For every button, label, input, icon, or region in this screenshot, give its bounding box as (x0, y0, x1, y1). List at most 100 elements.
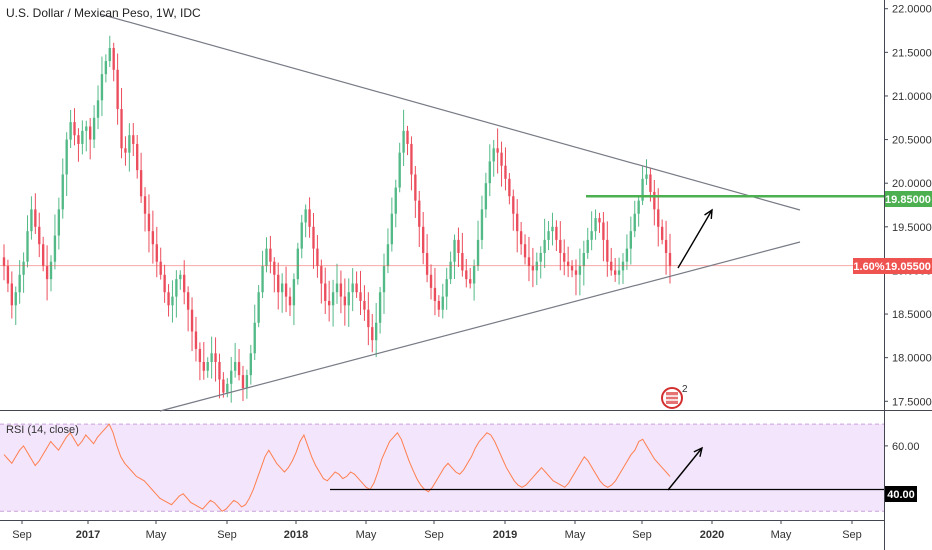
candle[interactable] (637, 196, 640, 227)
candle[interactable] (53, 214, 57, 270)
candle[interactable] (198, 342, 202, 381)
candle[interactable] (445, 267, 448, 310)
candle[interactable] (418, 190, 421, 248)
candle[interactable] (14, 286, 17, 326)
candle[interactable] (288, 287, 292, 316)
candle[interactable] (136, 134, 139, 179)
candle[interactable] (241, 365, 245, 402)
candle[interactable] (300, 214, 303, 259)
rsi-up-arrow[interactable] (667, 446, 704, 491)
candle[interactable] (461, 232, 464, 277)
candle[interactable] (85, 120, 88, 152)
candle[interactable] (10, 271, 14, 319)
candle[interactable] (437, 295, 441, 317)
candle[interactable] (559, 221, 562, 271)
candle[interactable] (324, 267, 327, 315)
candle[interactable] (245, 369, 249, 399)
candle[interactable] (355, 271, 358, 298)
candle[interactable] (476, 220, 480, 271)
candle[interactable] (472, 259, 476, 301)
candle[interactable] (292, 273, 296, 326)
candle[interactable] (488, 144, 491, 197)
candle[interactable] (351, 268, 354, 312)
candle[interactable] (508, 172, 511, 205)
candle[interactable] (159, 247, 162, 280)
candle[interactable] (539, 246, 542, 279)
candle[interactable] (155, 226, 158, 278)
rsi-line[interactable] (3, 423, 671, 512)
candle[interactable] (378, 286, 382, 334)
candle[interactable] (222, 372, 225, 398)
candle[interactable] (606, 221, 609, 277)
candle[interactable] (147, 194, 151, 253)
lower-trendline[interactable] (159, 241, 801, 412)
candle[interactable] (613, 257, 617, 282)
candle[interactable] (26, 215, 29, 268)
candle[interactable] (414, 166, 417, 218)
candle[interactable] (425, 234, 429, 283)
candle[interactable] (61, 158, 64, 219)
candle[interactable] (629, 216, 632, 265)
candle[interactable] (543, 218, 546, 268)
candle[interactable] (69, 109, 72, 148)
candle[interactable] (183, 260, 186, 305)
candle[interactable] (555, 220, 558, 252)
candle[interactable] (96, 85, 100, 130)
candle[interactable] (469, 267, 472, 289)
candle[interactable] (343, 278, 347, 326)
candle[interactable] (394, 179, 397, 228)
candle[interactable] (320, 259, 323, 304)
candle[interactable] (645, 159, 648, 185)
candle[interactable] (657, 188, 660, 247)
candle[interactable] (257, 285, 260, 328)
candle[interactable] (312, 213, 315, 269)
candle[interactable] (367, 292, 370, 346)
candle[interactable] (523, 234, 527, 265)
candle[interactable] (261, 250, 264, 299)
candle[interactable] (570, 260, 574, 278)
candle[interactable] (375, 303, 378, 358)
candle[interactable] (598, 212, 601, 233)
candle[interactable] (382, 253, 386, 314)
candle[interactable] (100, 56, 104, 117)
candle[interactable] (226, 378, 229, 398)
candle[interactable] (230, 357, 233, 403)
candle[interactable] (284, 266, 288, 313)
candle[interactable] (422, 211, 425, 265)
candle[interactable] (492, 139, 495, 177)
candle[interactable] (108, 35, 111, 67)
candle[interactable] (602, 212, 605, 262)
candle[interactable] (480, 195, 484, 250)
candle[interactable] (139, 152, 143, 203)
candle[interactable] (359, 270, 362, 316)
candle[interactable] (668, 233, 672, 284)
candle[interactable] (253, 304, 256, 361)
candle[interactable] (210, 336, 213, 379)
candle[interactable] (402, 109, 405, 166)
candle[interactable] (617, 257, 621, 285)
candle[interactable] (363, 285, 366, 321)
candle[interactable] (316, 235, 319, 278)
candle[interactable] (151, 210, 155, 264)
candle[interactable] (104, 54, 108, 83)
candle[interactable] (504, 147, 507, 191)
candle[interactable] (551, 212, 554, 246)
candle[interactable] (92, 105, 96, 149)
candle[interactable] (653, 180, 656, 226)
candle[interactable] (73, 108, 76, 146)
candle[interactable] (582, 240, 585, 286)
candle[interactable] (496, 128, 499, 174)
candle[interactable] (566, 246, 570, 278)
candle[interactable] (116, 53, 119, 125)
candle[interactable] (335, 263, 339, 304)
candle[interactable] (265, 237, 268, 273)
candle[interactable] (112, 42, 115, 82)
candle[interactable] (512, 189, 515, 231)
candle[interactable] (433, 267, 437, 316)
candle[interactable] (441, 283, 444, 319)
candle[interactable] (625, 234, 629, 270)
candle[interactable] (65, 132, 68, 197)
candle[interactable] (457, 227, 460, 267)
candle[interactable] (527, 236, 531, 282)
